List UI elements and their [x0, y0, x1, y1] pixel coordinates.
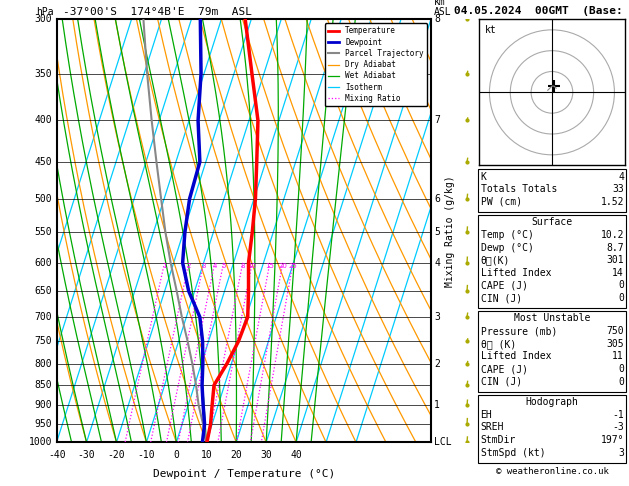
Text: CIN (J): CIN (J): [481, 293, 521, 303]
Text: Surface: Surface: [532, 217, 572, 227]
Text: 0: 0: [174, 450, 179, 460]
Text: -37°00'S  174°4B'E  79m  ASL: -37°00'S 174°4B'E 79m ASL: [63, 7, 252, 17]
Text: Lifted Index: Lifted Index: [481, 268, 551, 278]
Text: Temp (°C): Temp (°C): [481, 230, 533, 240]
Text: 5: 5: [434, 227, 440, 237]
Text: 550: 550: [35, 227, 52, 237]
Text: 25: 25: [289, 263, 298, 269]
Text: 8: 8: [240, 263, 245, 269]
Text: 900: 900: [35, 400, 52, 410]
Text: CAPE (J): CAPE (J): [481, 280, 528, 291]
Text: 04.05.2024  00GMT  (Base: 18): 04.05.2024 00GMT (Base: 18): [454, 5, 629, 16]
Text: 350: 350: [35, 69, 52, 79]
Text: 40: 40: [290, 450, 302, 460]
Text: Hodograph: Hodograph: [525, 397, 579, 407]
Text: kt: kt: [485, 25, 497, 35]
Text: 4: 4: [213, 263, 217, 269]
Text: 450: 450: [35, 157, 52, 167]
Text: -1: -1: [612, 410, 624, 420]
Text: K: K: [481, 172, 486, 182]
Text: θᴇ (K): θᴇ (K): [481, 339, 516, 349]
Text: Totals Totals: Totals Totals: [481, 184, 557, 194]
Text: 5: 5: [221, 263, 226, 269]
Text: Most Unstable: Most Unstable: [514, 313, 590, 324]
Text: 3: 3: [434, 312, 440, 322]
Text: 301: 301: [606, 255, 624, 265]
Text: 3: 3: [618, 448, 624, 458]
Text: CIN (J): CIN (J): [481, 377, 521, 387]
Text: StmSpd (kt): StmSpd (kt): [481, 448, 545, 458]
Text: PW (cm): PW (cm): [481, 197, 521, 207]
Text: 0: 0: [618, 377, 624, 387]
Text: 15: 15: [265, 263, 274, 269]
Text: 4: 4: [618, 172, 624, 182]
Text: -20: -20: [108, 450, 125, 460]
Text: 950: 950: [35, 419, 52, 429]
Text: 14: 14: [612, 268, 624, 278]
Text: Dewp (°C): Dewp (°C): [481, 243, 533, 253]
Text: 400: 400: [35, 116, 52, 125]
Text: 0: 0: [618, 364, 624, 374]
Text: -3: -3: [612, 422, 624, 433]
Text: 305: 305: [606, 339, 624, 349]
Text: 20: 20: [279, 263, 287, 269]
Text: 10: 10: [201, 450, 212, 460]
Text: EH: EH: [481, 410, 493, 420]
Text: -10: -10: [138, 450, 155, 460]
Text: 600: 600: [35, 258, 52, 268]
Text: 700: 700: [35, 312, 52, 322]
Text: LCL: LCL: [434, 437, 452, 447]
Text: 197°: 197°: [601, 435, 624, 445]
Text: © weatheronline.co.uk: © weatheronline.co.uk: [496, 467, 608, 476]
Text: 650: 650: [35, 286, 52, 296]
Text: 7: 7: [434, 116, 440, 125]
Text: CAPE (J): CAPE (J): [481, 364, 528, 374]
Text: Pressure (mb): Pressure (mb): [481, 326, 557, 336]
Text: 6: 6: [434, 194, 440, 204]
Text: 30: 30: [260, 450, 272, 460]
Text: 1: 1: [162, 263, 167, 269]
Text: 33: 33: [612, 184, 624, 194]
Text: 3: 3: [201, 263, 206, 269]
Text: 300: 300: [35, 15, 52, 24]
Text: -30: -30: [78, 450, 96, 460]
Text: 1.52: 1.52: [601, 197, 624, 207]
Text: 10.2: 10.2: [601, 230, 624, 240]
Text: SREH: SREH: [481, 422, 504, 433]
Text: 1000: 1000: [28, 437, 52, 447]
Text: 850: 850: [35, 380, 52, 390]
Text: 8.7: 8.7: [606, 243, 624, 253]
Text: 500: 500: [35, 194, 52, 204]
Text: 10: 10: [248, 263, 257, 269]
Text: 1: 1: [434, 400, 440, 410]
Text: Lifted Index: Lifted Index: [481, 351, 551, 362]
Text: 800: 800: [35, 359, 52, 369]
Text: -40: -40: [48, 450, 65, 460]
Text: 0: 0: [618, 293, 624, 303]
Text: 8: 8: [434, 15, 440, 24]
Text: 2: 2: [187, 263, 191, 269]
Text: Dewpoint / Temperature (°C): Dewpoint / Temperature (°C): [153, 469, 335, 479]
Text: 20: 20: [230, 450, 242, 460]
Text: θᴇ(K): θᴇ(K): [481, 255, 510, 265]
Text: 2: 2: [434, 359, 440, 369]
Text: hPa: hPa: [36, 7, 53, 17]
Text: StmDir: StmDir: [481, 435, 516, 445]
Text: km
ASL: km ASL: [434, 0, 452, 17]
Text: 750: 750: [606, 326, 624, 336]
Text: 750: 750: [35, 336, 52, 346]
Legend: Temperature, Dewpoint, Parcel Trajectory, Dry Adiabat, Wet Adiabat, Isotherm, Mi: Temperature, Dewpoint, Parcel Trajectory…: [325, 23, 427, 106]
Text: 0: 0: [618, 280, 624, 291]
Text: Mixing Ratio (g/kg): Mixing Ratio (g/kg): [445, 175, 455, 287]
Text: 11: 11: [612, 351, 624, 362]
Text: 4: 4: [434, 258, 440, 268]
